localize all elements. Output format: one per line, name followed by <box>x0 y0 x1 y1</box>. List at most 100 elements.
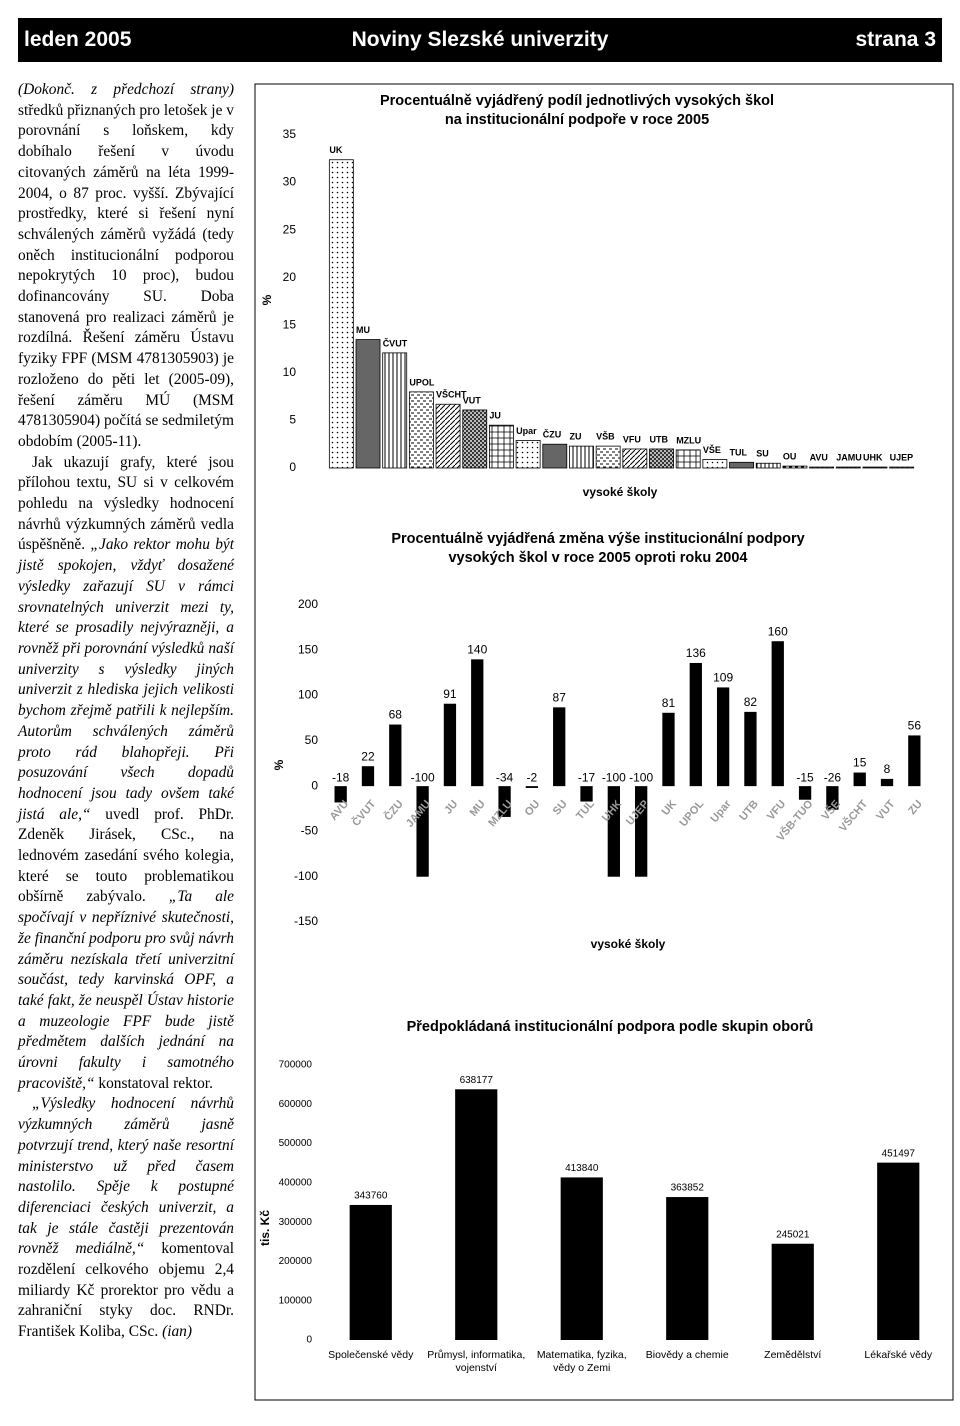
category-label: ČZU <box>381 797 406 823</box>
category-label-box: Biovědy a chemie <box>645 1349 729 1361</box>
y-tick-label: 30 <box>283 175 297 189</box>
bar <box>675 449 701 469</box>
category-label: VŠE <box>703 444 721 455</box>
bar <box>666 1197 709 1340</box>
bar <box>622 448 648 469</box>
category-label: UPOL <box>409 377 435 387</box>
value-label: -34 <box>496 770 514 784</box>
value-label: 413840 <box>565 1163 599 1174</box>
category-label: Průmysl, informatika, vojenství <box>427 1349 526 1374</box>
bar <box>649 448 674 469</box>
category-label: VŠB <box>596 430 615 441</box>
category-label: Matematika, fyzika, vědy o Zemi <box>536 1349 627 1374</box>
bar <box>877 1162 920 1340</box>
category-label: VŠE <box>819 797 843 822</box>
x-axis-label: vysoké školy <box>583 485 658 499</box>
category-label: SU <box>551 798 570 817</box>
bar <box>809 466 835 469</box>
category-label: Upar <box>708 798 734 825</box>
value-label: 81 <box>662 696 676 710</box>
chart-title-box: Předpokládaná institucionální podpora po… <box>406 1019 814 1035</box>
bar <box>349 1204 392 1340</box>
paragraph: „Výsledky hodnocení návrhů výzkumných zá… <box>18 1094 234 1342</box>
category-label: VFU <box>623 434 641 444</box>
header-date: leden 2005 <box>24 28 132 51</box>
value-label: -2 <box>527 770 538 784</box>
text-run: (ian) <box>162 1323 192 1341</box>
bar <box>382 352 408 469</box>
y-tick-label: -150 <box>294 914 318 928</box>
value-label: 91 <box>443 687 457 701</box>
category-label: VUT <box>463 395 482 405</box>
chart-title: Předpokládaná institucionální podpora po… <box>406 1019 814 1035</box>
y-tick-label: 100 <box>298 688 318 702</box>
value-label: -100 <box>411 770 435 784</box>
category-label-box: Zemědělství <box>764 1349 821 1361</box>
category-label: VŠCHT <box>836 797 870 834</box>
category-label-box: Průmysl, informatika, vojenství <box>427 1349 526 1374</box>
category-label: UJEP <box>890 452 914 462</box>
y-tick-label: 15 <box>283 317 297 331</box>
bar <box>635 786 648 877</box>
bar <box>560 1177 603 1340</box>
value-label: 109 <box>713 671 733 685</box>
y-tick-label: 50 <box>305 733 319 747</box>
value-label: -26 <box>824 770 842 784</box>
bar <box>580 786 593 802</box>
bar <box>389 724 402 787</box>
text-run: konstatoval rektor. <box>94 1074 213 1092</box>
text-run: „Výsledky hodnocení návrhů výzkumných zá… <box>18 1095 234 1258</box>
category-label: TUL <box>730 448 748 458</box>
category-label: Biovědy a chemie <box>645 1349 729 1361</box>
bar <box>515 440 541 469</box>
bar <box>755 462 781 469</box>
category-label: AVU <box>810 452 828 462</box>
category-label: ZU <box>569 431 581 441</box>
category-label: JAMU <box>836 452 862 462</box>
chart-title: Procentuálně vyjádřený podíl jednotlivýc… <box>379 93 775 128</box>
text-run: „Ta ale spočívají v nepříznivé skutečnos… <box>18 888 234 1092</box>
y-tick-label: 400000 <box>279 1177 313 1188</box>
value-label: 82 <box>744 695 758 709</box>
bar <box>355 339 381 469</box>
bar <box>835 466 861 469</box>
value-label: -100 <box>602 770 626 784</box>
bar <box>462 409 488 469</box>
article: (Dokonč. z předchozí strany) středků při… <box>18 80 234 1343</box>
bar <box>908 735 921 787</box>
paragraph: Jak ukazují grafy, které jsou přílohou t… <box>18 453 234 1095</box>
value-label: -18 <box>332 770 350 784</box>
bar <box>662 712 675 787</box>
bar <box>489 424 514 469</box>
bar <box>889 466 915 469</box>
y-axis-label: % <box>260 294 274 305</box>
chart-frame <box>254 83 954 1401</box>
text-run: uvedl prof. PhDr. Zdeněk Jirásek, CSc., … <box>18 805 234 906</box>
y-tick-label: 150 <box>298 642 318 656</box>
category-label: OU <box>523 798 543 818</box>
bar <box>716 687 730 787</box>
y-tick-label: 0 <box>289 460 296 474</box>
bar <box>782 465 808 469</box>
y-tick-label: 35 <box>283 127 297 141</box>
category-label: UTB <box>737 798 761 823</box>
bar <box>744 711 757 787</box>
bar <box>542 443 568 469</box>
bar <box>525 786 539 788</box>
y-tick-label: 5 <box>289 413 296 427</box>
y-tick-label: 20 <box>283 270 297 284</box>
bar <box>328 159 354 469</box>
y-tick-label: 300000 <box>279 1217 313 1228</box>
text-run: (Dokonč. z předchozí strany) <box>18 81 234 98</box>
category-label: Upar <box>516 426 537 436</box>
value-label: 245021 <box>776 1229 810 1240</box>
bar <box>435 403 461 469</box>
category-label: VŠCHT <box>436 389 467 400</box>
y-tick-label: 200 <box>298 597 318 611</box>
bar <box>880 778 894 787</box>
value-label: -17 <box>578 770 596 784</box>
y-tick-label: -50 <box>301 824 319 838</box>
category-label: UHK <box>600 798 625 824</box>
